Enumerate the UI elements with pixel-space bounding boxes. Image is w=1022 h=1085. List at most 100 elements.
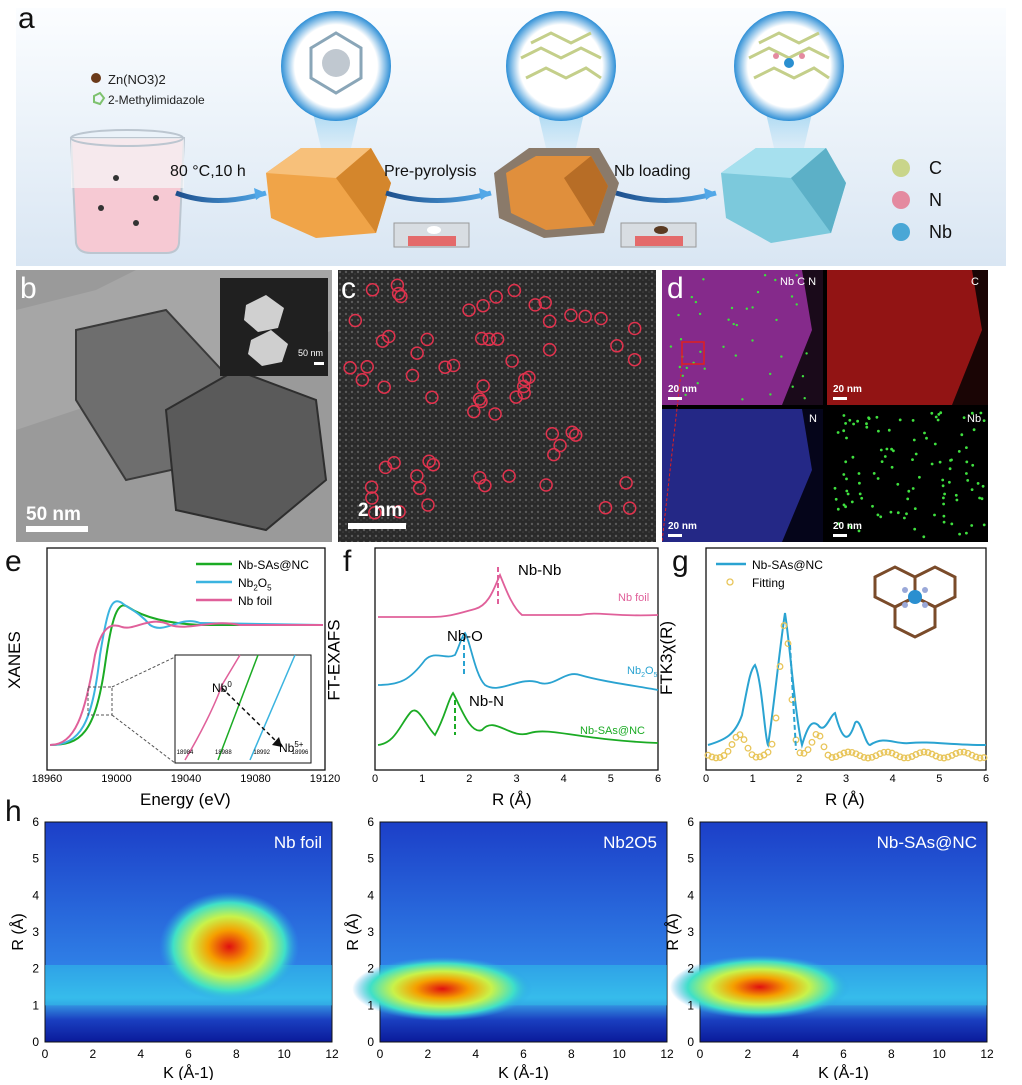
- atom-marker: [598, 500, 613, 515]
- x-tick-label: 18996: [291, 750, 309, 756]
- atom-marker: [462, 303, 476, 317]
- fit-point: [816, 732, 824, 740]
- nb-dot: [948, 467, 952, 471]
- nb-dot: [849, 525, 853, 529]
- heatmap-x-tick: 2: [424, 1047, 431, 1061]
- nb-dot: [876, 477, 880, 480]
- nb-dot: [930, 462, 934, 466]
- nb-dot: [979, 411, 983, 415]
- nb-dot: [923, 431, 926, 435]
- nb-dot: [911, 458, 914, 461]
- nb-dot: [911, 487, 915, 490]
- inset-label-nb0: Nb0: [212, 680, 232, 695]
- panel-e-chart: Nb-SAs@NC Nb2O5 Nb foil Nb0 Nb5+ XANES 1…: [0, 545, 340, 810]
- legend-n-sphere-icon: [892, 191, 910, 209]
- heatmap-title: Nb foil: [274, 833, 322, 852]
- nb-dot: [966, 479, 970, 482]
- heatmap-2: 0 2 4 6 8 10 12 0 1 2 3 4 5 6 K (Å-1) R (Å) Nb-SAs@NC: [0, 810, 1022, 1085]
- fit-point: [864, 754, 872, 762]
- nb-dot: [677, 313, 680, 317]
- nb-dot: [896, 511, 900, 515]
- atom-marker: [382, 329, 396, 344]
- panel-h-heatmaps: 0 2 4 6 8 10 12 0 1 2 3 4 5 6 K (Å-1) R (Å) Nb foil 0 2 4 6 8…: [0, 810, 1022, 1082]
- legend-label-nb2o5: Nb2O5: [238, 576, 272, 593]
- heatmap-y-tick: 3: [32, 925, 39, 939]
- heatmap-hotspot: [669, 955, 850, 1019]
- heatmap-ylabel: R (Å): [8, 913, 27, 950]
- heatmap-y-tick: 6: [32, 815, 39, 829]
- atom-marker: [355, 373, 370, 387]
- xlabel-e: Energy (eV): [140, 790, 231, 809]
- nb-dot: [851, 455, 855, 459]
- nb-dot: [877, 429, 880, 433]
- nb-dot: [805, 352, 808, 355]
- fit-point: [828, 754, 836, 761]
- heatmap-y-tick: 6: [367, 815, 374, 829]
- x-tick-label: 4: [560, 773, 567, 785]
- heatmap-1: 0 2 4 6 8 10 12 0 1 2 3 4 5 6 K (Å-1) R (Å) Nb2O5: [0, 810, 1022, 1085]
- heatmap-x-tick: 4: [137, 1047, 144, 1061]
- nb-dot: [965, 446, 968, 449]
- nb-dot: [896, 482, 900, 486]
- zoom-box-icon: [681, 341, 705, 365]
- atom-marker: [391, 286, 406, 301]
- series-g-fitting: [704, 622, 988, 762]
- heatmap-x-tick: 8: [568, 1047, 575, 1061]
- fit-point: [920, 748, 928, 756]
- nb-dot: [833, 486, 837, 490]
- heatmap-x-tick: 2: [744, 1047, 751, 1061]
- atom-marker: [627, 352, 642, 367]
- nb-dot: [972, 428, 976, 432]
- fit-point: [964, 749, 972, 757]
- atom-marker: [425, 390, 439, 405]
- x-tick-label: 6: [982, 773, 990, 785]
- atom-marker: [410, 346, 424, 360]
- nb-dot: [885, 447, 889, 451]
- nb-dot: [741, 398, 744, 401]
- panel-b-tem-image: 50 nm 50 nm: [16, 270, 332, 542]
- heatmap-0: 0 2 4 6 8 10 12 0 1 2 3 4 5 6 K (Å-1) R (Å) Nb foil: [0, 810, 1022, 1085]
- heatmap-x-tick: 4: [472, 1047, 479, 1061]
- nb-dot: [938, 460, 942, 464]
- series-nb2o5-line: [49, 600, 324, 746]
- nb-dot: [702, 278, 705, 281]
- atom-marker: [410, 469, 424, 483]
- legend-marker-g-fit: [726, 578, 734, 586]
- nb-dot: [842, 414, 846, 417]
- nb-dot: [876, 513, 880, 517]
- nb-dot: [914, 452, 918, 456]
- nb-dot: [844, 422, 847, 425]
- atom-marker: [421, 498, 435, 512]
- heatmap-x-tick: 12: [325, 1047, 339, 1061]
- series-f-nbfoil: [378, 572, 659, 618]
- nb-dot: [836, 507, 840, 511]
- heatmap-y-tick: 3: [367, 925, 374, 939]
- nb-dot: [669, 345, 673, 348]
- nb-dot: [865, 422, 868, 426]
- cube-1-icon: [266, 148, 391, 238]
- nb-dot: [957, 450, 961, 453]
- fit-point: [800, 749, 808, 757]
- fit-point: [844, 748, 852, 756]
- step-3-label: Nb loading: [614, 163, 691, 180]
- fit-point: [904, 754, 912, 762]
- nb-dot: [842, 503, 846, 507]
- heatmap-x-tick: 6: [520, 1047, 527, 1061]
- fit-point: [768, 740, 776, 748]
- haadf-drawing: [338, 270, 656, 542]
- xanes-chart: [46, 547, 326, 771]
- fit-point: [896, 753, 904, 761]
- fit-point: [784, 640, 792, 648]
- eds-drawing: [661, 270, 988, 543]
- atom-marker: [474, 394, 488, 409]
- heatmap-hotspot: [159, 891, 300, 1002]
- heatmap-y-tick: 5: [367, 852, 374, 866]
- fit-point: [836, 751, 844, 759]
- x-tick-label: 19040: [170, 773, 202, 785]
- fit-point: [968, 751, 976, 759]
- scale-bar-b: [26, 526, 88, 532]
- fit-point: [772, 714, 780, 722]
- xlabel-g: R (Å): [825, 790, 865, 809]
